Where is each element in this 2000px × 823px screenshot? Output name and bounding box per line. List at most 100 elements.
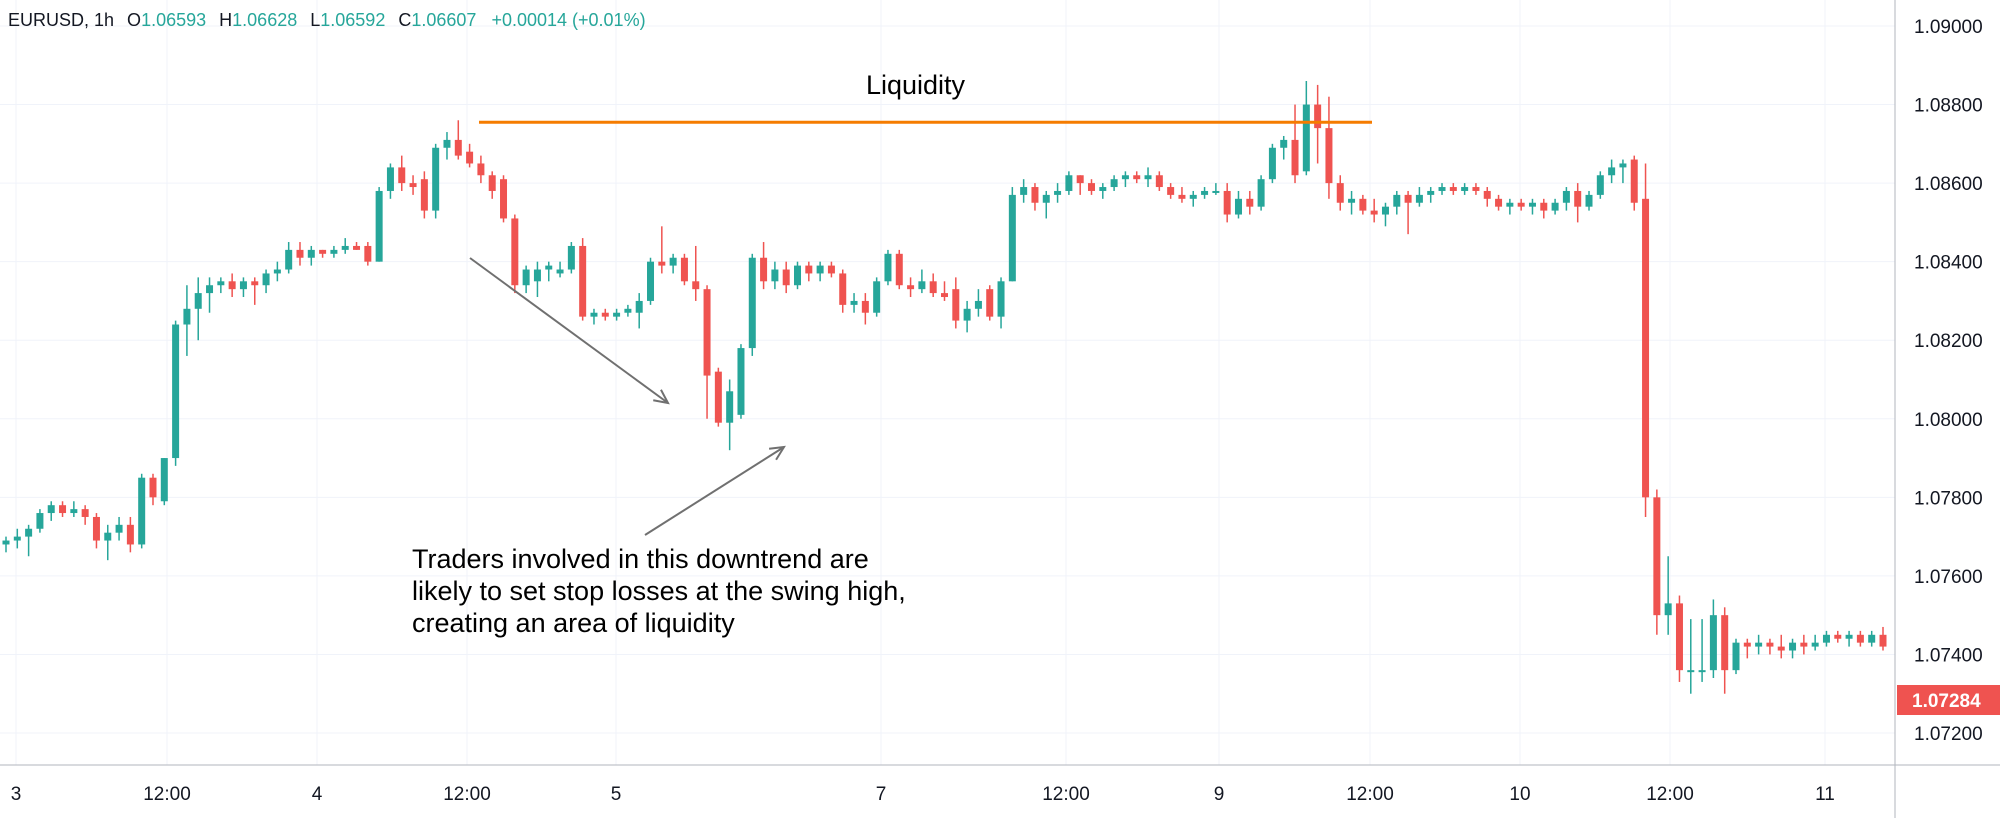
candle — [522, 265, 530, 294]
candle-body — [1099, 187, 1107, 191]
candle-body — [1031, 187, 1039, 203]
high-label: H — [219, 10, 233, 30]
candle-body — [341, 245, 349, 250]
candle-body — [1201, 190, 1209, 195]
candle-body — [748, 257, 756, 349]
candle — [1359, 194, 1367, 215]
candle-body — [1008, 194, 1016, 282]
candle — [454, 120, 462, 160]
candle-body — [1336, 183, 1344, 203]
candle-body — [285, 249, 293, 270]
candle-body — [726, 391, 734, 423]
candle — [239, 277, 247, 298]
high-value: 1.06628 — [232, 10, 298, 30]
candle-body — [1585, 194, 1593, 207]
open-value: 1.06593 — [141, 10, 207, 30]
candle-body — [70, 509, 78, 514]
candle — [1189, 190, 1197, 207]
price-tick-label: 1.07400 — [1914, 645, 1983, 666]
candle — [771, 261, 779, 290]
candle — [432, 143, 440, 219]
time-tick-label: 3 — [11, 784, 22, 805]
candle — [13, 528, 21, 549]
candle-body — [1709, 615, 1717, 671]
candle-body — [1642, 198, 1650, 498]
candle — [974, 289, 982, 317]
candle-body — [1461, 187, 1469, 191]
candle — [386, 163, 394, 199]
symbol-label: EURUSD, 1h — [8, 10, 115, 30]
candle — [1721, 607, 1729, 694]
candle — [206, 277, 214, 313]
candle — [1076, 175, 1084, 195]
candle — [1167, 183, 1175, 199]
candle-body — [556, 269, 564, 274]
candle-body — [1076, 175, 1084, 184]
candle — [918, 269, 926, 294]
candle-body — [760, 257, 768, 282]
candle-body — [1348, 198, 1356, 203]
candle — [794, 261, 802, 290]
candle — [466, 143, 474, 168]
candle — [104, 524, 112, 561]
candle-body — [839, 273, 847, 305]
swing-low-arrow — [644, 445, 786, 536]
candle-body — [1167, 187, 1175, 195]
candle-body — [206, 285, 214, 294]
candle-body — [873, 281, 881, 313]
candle-body — [319, 249, 327, 254]
candle-body — [986, 289, 994, 317]
low-label: L — [310, 10, 321, 30]
candle — [228, 273, 236, 298]
candle-body — [466, 151, 474, 164]
time-tick-label: 12:00 — [1346, 784, 1394, 805]
candle-body — [997, 281, 1005, 317]
candle — [1834, 630, 1842, 643]
candle-body — [974, 300, 982, 309]
price-tick-label: 1.08600 — [1914, 174, 1983, 195]
candle-body — [330, 249, 338, 254]
candle-body — [386, 167, 394, 191]
annotations-overlay — [469, 120, 1372, 536]
candle-body — [36, 513, 44, 529]
candle-body — [138, 477, 146, 545]
candle — [556, 261, 564, 278]
candle — [805, 261, 813, 282]
last-price-badge — [1897, 685, 2000, 716]
candle-body — [1664, 603, 1672, 616]
candle — [1370, 198, 1378, 223]
change-value: +0.00014 (+0.01%) — [491, 10, 646, 30]
candle — [1404, 190, 1412, 235]
candle-body — [714, 371, 722, 423]
close-label: C — [398, 10, 412, 30]
candle-body — [488, 175, 496, 191]
candle — [1144, 167, 1152, 188]
candle-body — [160, 458, 168, 502]
candle-body — [669, 257, 677, 266]
candle — [1427, 187, 1435, 203]
candle-body — [1619, 163, 1627, 168]
candle-body — [635, 300, 643, 313]
candle — [1540, 198, 1548, 219]
candle — [816, 261, 824, 282]
candle-body — [81, 509, 89, 517]
candle-body — [2, 540, 10, 545]
candle — [579, 238, 587, 321]
candle — [1110, 175, 1118, 191]
candle — [997, 277, 1005, 329]
candle-body — [239, 281, 247, 290]
candle-body — [1483, 190, 1491, 199]
grid — [0, 0, 1895, 765]
candle-body — [1087, 183, 1095, 191]
time-tick-label: 12:00 — [1042, 784, 1090, 805]
candle-body — [1800, 642, 1808, 647]
candle-body — [1472, 187, 1480, 191]
candle — [1642, 163, 1650, 517]
candle — [1562, 187, 1570, 211]
candle — [1585, 190, 1593, 211]
candle-body — [454, 139, 462, 156]
candle — [364, 242, 372, 266]
candle-body — [647, 261, 655, 301]
candle — [635, 293, 643, 329]
